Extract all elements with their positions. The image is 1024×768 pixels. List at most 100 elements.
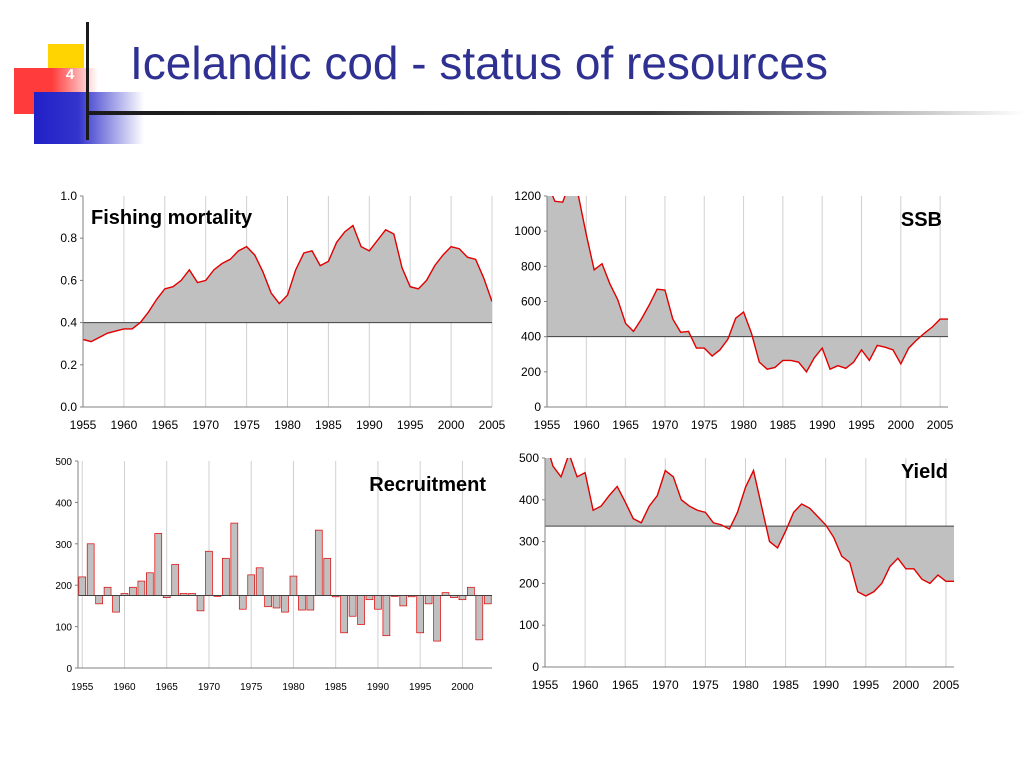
yield-chart: 0 100 200 300 400 500 1955 1960 1965 1970 1975 1980… xyxy=(519,451,960,692)
x-tick-label: 2000 xyxy=(451,682,474,693)
bar xyxy=(154,533,163,596)
x-tick-label: 1955 xyxy=(71,682,94,693)
bar xyxy=(146,572,154,596)
y-tick-label: 500 xyxy=(55,457,72,468)
y-tick-label: 0.0 xyxy=(60,400,77,414)
bar xyxy=(222,557,230,596)
bar xyxy=(348,595,357,617)
x-tick-label: 2005 xyxy=(933,678,960,692)
bar xyxy=(264,595,272,608)
y-tick-label: 200 xyxy=(55,581,72,592)
panel-title: Yield xyxy=(901,461,948,483)
bar xyxy=(314,529,323,596)
bar xyxy=(247,574,256,596)
title-horizontal-rule xyxy=(88,111,1024,115)
bar xyxy=(129,586,137,596)
bar xyxy=(196,595,205,612)
x-tick-label: 2005 xyxy=(479,418,506,432)
bar xyxy=(230,522,239,596)
x-tick-label: 1965 xyxy=(612,678,639,692)
y-tick-label: 1.0 xyxy=(60,189,77,203)
bar xyxy=(95,595,103,605)
y-tick-label: 100 xyxy=(519,618,539,632)
panel-title: SSB xyxy=(901,209,942,231)
x-tick-label: 1995 xyxy=(852,678,879,692)
bar xyxy=(272,595,281,609)
bar xyxy=(365,595,374,601)
x-tick-label: 1990 xyxy=(367,682,390,693)
x-tick-label: 1965 xyxy=(612,418,639,432)
x-tick-label: 1970 xyxy=(652,678,679,692)
bar xyxy=(483,595,492,605)
bar xyxy=(171,564,179,596)
x-tick-label: 1995 xyxy=(848,418,875,432)
y-tick-label: 0 xyxy=(66,664,72,675)
x-tick-label: 1960 xyxy=(111,418,138,432)
bar xyxy=(475,595,484,641)
bar xyxy=(424,595,433,605)
x-tick-label: 1970 xyxy=(652,418,679,432)
x-tick-label: 1970 xyxy=(192,418,219,432)
data-point xyxy=(568,453,570,455)
y-tick-label: 100 xyxy=(55,623,72,634)
y-tick-label: 0.2 xyxy=(60,358,77,372)
x-tick-label: 1955 xyxy=(532,678,559,692)
bar xyxy=(255,567,264,596)
y-tick-label: 200 xyxy=(519,576,539,590)
bar xyxy=(86,543,95,596)
bar xyxy=(306,595,315,611)
y-tick-label: 600 xyxy=(521,295,541,309)
bar xyxy=(238,595,247,610)
y-tick-label: 0 xyxy=(534,400,541,414)
bar xyxy=(103,586,112,596)
slide-number: 4 xyxy=(65,66,75,83)
bar xyxy=(357,595,365,625)
deviation-area xyxy=(547,196,948,372)
recruitment-chart: 0 100 200 300 400 500 1955 1960 1965 1970 1975 1980… xyxy=(55,457,492,693)
x-tick-label: 1985 xyxy=(770,418,797,432)
x-tick-label: 1955 xyxy=(534,418,561,432)
x-tick-label: 2000 xyxy=(438,418,465,432)
y-tick-label: 1200 xyxy=(514,189,541,203)
y-tick-label: 0 xyxy=(532,660,539,674)
bar xyxy=(137,580,146,596)
bar xyxy=(458,595,467,601)
title-vertical-rule xyxy=(86,22,89,140)
x-tick-label: 1990 xyxy=(356,418,383,432)
data-point xyxy=(546,181,548,183)
x-tick-label: 2005 xyxy=(927,418,954,432)
y-tick-label: 300 xyxy=(519,535,539,549)
x-tick-label: 1965 xyxy=(156,682,179,693)
x-tick-label: 1980 xyxy=(274,418,301,432)
y-tick-label: 0.8 xyxy=(60,231,77,245)
x-tick-label: 1995 xyxy=(409,682,432,693)
x-tick-label: 1975 xyxy=(691,418,718,432)
x-tick-label: 1980 xyxy=(732,678,759,692)
x-tick-label: 1970 xyxy=(198,682,221,693)
x-tick-label: 1985 xyxy=(315,418,342,432)
x-tick-label: 1990 xyxy=(812,678,839,692)
x-tick-label: 1960 xyxy=(113,682,136,693)
x-tick-label: 1980 xyxy=(282,682,305,693)
panel-title: Fishing mortality xyxy=(91,207,253,229)
panel-title: Recruitment xyxy=(369,474,486,496)
y-tick-label: 400 xyxy=(519,493,539,507)
bar xyxy=(112,595,120,613)
y-tick-label: 500 xyxy=(519,451,539,465)
bar xyxy=(78,576,87,596)
y-tick-label: 1000 xyxy=(514,224,541,238)
x-tick-label: 1955 xyxy=(70,418,97,432)
y-tick-label: 0.4 xyxy=(60,316,77,330)
accent-blue-square xyxy=(34,92,144,144)
x-tick-label: 1975 xyxy=(692,678,719,692)
x-tick-label: 1975 xyxy=(233,418,260,432)
x-tick-label: 2000 xyxy=(893,678,920,692)
bar xyxy=(323,557,332,596)
y-tick-label: 800 xyxy=(521,259,541,273)
bar xyxy=(433,595,441,642)
x-tick-label: 1965 xyxy=(151,418,178,432)
deviation-area xyxy=(83,225,492,342)
y-tick-label: 400 xyxy=(521,330,541,344)
series-line xyxy=(83,224,492,343)
bar xyxy=(374,595,382,610)
